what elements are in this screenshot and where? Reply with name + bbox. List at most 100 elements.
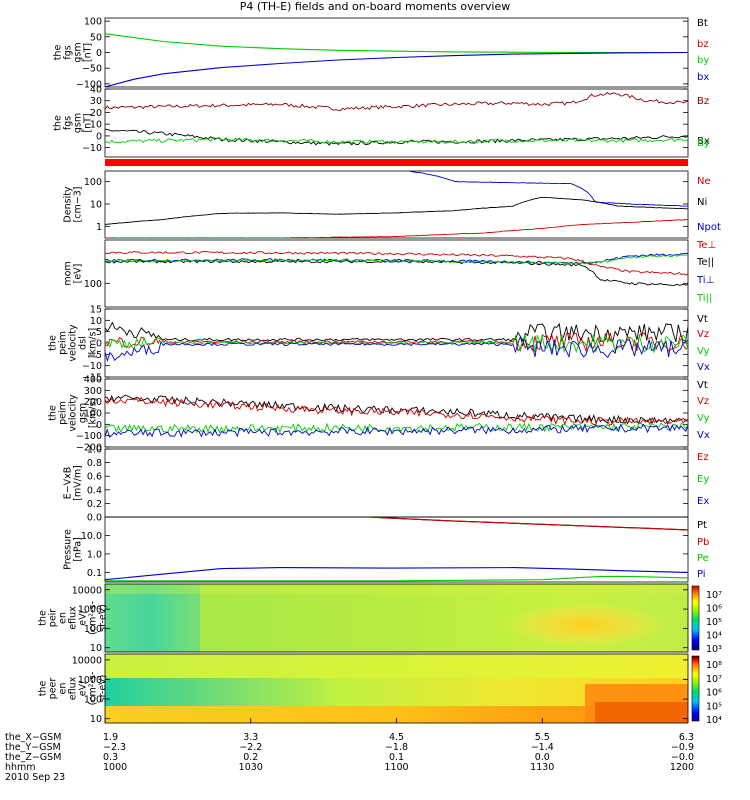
orbit-value: −0.9: [671, 742, 694, 753]
y-tick-label: −200: [76, 443, 102, 454]
spectrogram-region: [105, 584, 688, 594]
spectrogram-region: [505, 603, 665, 647]
y-tick-label: 20: [90, 108, 102, 119]
series-line-By: [105, 137, 688, 145]
series-line-Vy: [105, 333, 688, 354]
legend-entry: Vz: [697, 396, 709, 407]
y-axis-label: mom [eV]: [63, 261, 84, 285]
y-tick-label: 1000: [78, 675, 102, 686]
y-tick-label: 100: [84, 409, 102, 420]
orbit-value: 1130: [530, 762, 554, 773]
series-line-Pe: [105, 575, 688, 582]
y-axis-label-part: velocity: [68, 324, 79, 362]
series-line-Vz: [105, 396, 688, 426]
y-axis-label-part: peim: [58, 401, 69, 425]
series-line-Te: [105, 251, 688, 276]
y-tick-label: 50: [90, 32, 102, 43]
orbit-row-label: the_Y−GSM: [5, 742, 61, 753]
orbit-row-label: hhmm: [5, 762, 36, 773]
y-tick-label: 10: [90, 714, 102, 725]
legend-entry: by: [697, 55, 709, 66]
orbit-value: −2.2: [239, 742, 262, 753]
legend-entry: Ti||: [696, 293, 712, 304]
y-axis-label-part: [nT]: [83, 113, 94, 132]
series-line-Bz: [105, 91, 688, 112]
date-label: 2010 Sep 23: [5, 772, 65, 783]
spectrogram-region: [105, 584, 200, 652]
series-line-bx: [105, 51, 688, 87]
legend-entry: bx: [697, 72, 709, 83]
y-axis-label-part: gsm: [73, 113, 84, 133]
y-tick-label: 0: [96, 339, 102, 350]
y-axis-label-part: fgs: [63, 116, 74, 130]
y-tick-label: −50: [82, 64, 102, 75]
y-tick-label: 10: [90, 643, 102, 654]
series-line-Pi: [105, 567, 688, 581]
orbit-value: 1100: [384, 762, 408, 773]
y-tick-label: −5: [88, 350, 102, 361]
y-axis-label-part: [eV]: [73, 264, 84, 284]
y-tick-label: −100: [76, 431, 102, 442]
y-axis-label-part: eV/: [78, 609, 89, 625]
y-axis-label-part: gsm: [78, 403, 89, 423]
orbit-value: 0.0: [535, 752, 550, 763]
legend-entry: Vy: [697, 346, 710, 357]
y-tick-label: 1.0: [87, 445, 102, 456]
y-tick-label: 0: [96, 131, 102, 142]
mode-bar: [105, 159, 688, 166]
legend-entry: Ey: [697, 474, 709, 485]
y-axis-label-part: peer: [48, 678, 59, 700]
legend-entry: Pi: [697, 569, 706, 580]
colorbar: [691, 585, 700, 651]
y-tick-label: 0.2: [87, 499, 102, 510]
orbit-value: −2.3: [103, 742, 126, 753]
y-axis-label-part: [km/s]: [88, 328, 99, 358]
orbit-row-label: the_X−GSM: [5, 732, 61, 743]
y-tick-label: 100: [84, 279, 102, 290]
y-axis-label-part: velocity: [68, 394, 79, 432]
y-axis-label: the fgs gsm [nT]: [53, 42, 94, 62]
legend-entry: Pe: [697, 553, 709, 564]
legend-entry: Vx: [697, 430, 710, 441]
legend-entry: Ez: [697, 452, 709, 463]
orbit-value: 1200: [670, 762, 694, 773]
y-tick-label: 1.0: [87, 549, 102, 560]
series-line-Vt: [105, 394, 688, 426]
legend-entry: Te⊥: [696, 240, 716, 251]
y-tick-label: 200: [84, 397, 102, 408]
y-tick-label: 100: [84, 695, 102, 706]
legend-entry: Ex: [697, 496, 709, 507]
panel-frame: [104, 448, 689, 518]
y-tick-label: −15: [82, 373, 102, 384]
legend-entry: Vx: [697, 362, 710, 373]
orbit-value: −1.4: [531, 742, 554, 753]
y-tick-label: 15: [90, 305, 102, 316]
series-line-Ti: [105, 252, 688, 265]
y-axis-label: the peir en eflux eV/(cm²-s-sr-eV): [38, 601, 109, 635]
series-line-Vz: [105, 331, 688, 353]
y-axis-label-part: [mV/m]: [73, 465, 84, 501]
panel-frame: [104, 170, 689, 239]
y-tick-label: 1: [96, 222, 102, 233]
series-line-Ne: [105, 219, 688, 238]
legend-entry: Bz: [697, 96, 709, 107]
y-tick-label: 40: [90, 85, 102, 96]
y-axis-label-part: [cm−3]: [73, 187, 84, 223]
y-tick-label: 10: [90, 199, 102, 210]
panel-frame: [104, 88, 689, 158]
orbit-value: 1.9: [103, 732, 118, 743]
orbit-value: 5.5: [535, 732, 550, 743]
y-tick-label: 0.4: [87, 485, 102, 496]
y-axis-label-part: eV/: [78, 680, 89, 696]
colorbar-label: 10⁷: [706, 590, 722, 601]
y-axis-label-part: [nT]: [83, 43, 94, 62]
series-line-Npot: [409, 171, 688, 207]
colorbar-label: 10⁶: [706, 688, 722, 699]
y-tick-label: 100: [84, 17, 102, 28]
y-tick-label: 10000: [72, 655, 102, 666]
legend-entry: Vy: [697, 413, 710, 424]
orbit-value: 1030: [239, 762, 263, 773]
y-axis-label-part: the: [48, 335, 59, 351]
orbit-row-label: the_Z−GSM: [5, 752, 61, 763]
